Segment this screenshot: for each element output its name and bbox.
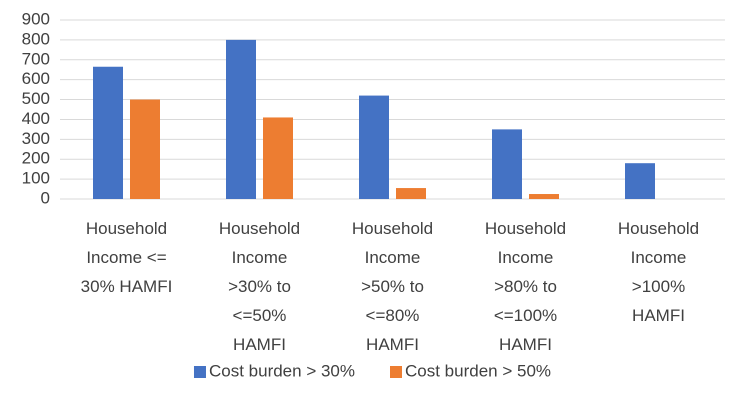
- x-tick-label-line: Income: [365, 248, 421, 267]
- bar: [359, 95, 389, 199]
- x-tick-label-line: <=100%: [494, 306, 557, 325]
- bar: [396, 188, 426, 199]
- x-tick-label: Household Income >80% to <=100% HAMFI: [485, 219, 566, 354]
- y-tick-label: 600: [22, 69, 50, 88]
- bar: [263, 117, 293, 199]
- y-tick-label: 900: [22, 9, 50, 28]
- x-tick-label-line: >50% to: [361, 277, 424, 296]
- x-tick-label-line: HAMFI: [366, 335, 419, 354]
- legend-swatch: [193, 366, 206, 378]
- y-tick-label: 100: [22, 169, 50, 188]
- x-tick-label-line: Income <=: [86, 248, 166, 267]
- bar: [492, 129, 522, 199]
- x-tick-label-line: <=80%: [366, 306, 420, 325]
- bar: [130, 99, 160, 199]
- x-tick-label-line: >100%: [632, 277, 685, 296]
- x-tick-label-line: >80% to: [494, 277, 557, 296]
- x-tick-label-line: <=50%: [233, 306, 287, 325]
- x-tick-label-line: Income: [631, 248, 687, 267]
- bar: [93, 66, 123, 199]
- legend: Cost burden > 30% Cost burden > 50%: [193, 361, 551, 380]
- x-tick-label: Household Income >30% to <=50% HAMFI: [219, 219, 300, 354]
- x-tick-label-line: 30% HAMFI: [81, 277, 173, 296]
- y-tick-label: 800: [22, 29, 50, 48]
- bar: [529, 194, 559, 199]
- x-tick-label-line: Household: [618, 219, 699, 238]
- legend-swatch: [390, 366, 402, 378]
- y-tick-label: 400: [22, 109, 50, 128]
- bar: [625, 163, 655, 199]
- x-tick-label: Household Income >100% HAMFI: [618, 219, 699, 325]
- x-tick-label-line: Income: [498, 248, 554, 267]
- y-tick-label: 700: [22, 49, 50, 68]
- x-tick-label-line: Household: [485, 219, 566, 238]
- x-tick-label: Household Income <= 30% HAMFI: [81, 219, 173, 296]
- y-tick-label: 200: [22, 149, 50, 168]
- bar: [226, 39, 256, 200]
- legend-label: Cost burden > 50%: [405, 361, 551, 380]
- x-tick-label-line: Income: [232, 248, 288, 267]
- x-tick-label-line: >30% to: [228, 277, 291, 296]
- x-tick-label-line: HAMFI: [632, 306, 685, 325]
- y-tick-label: 0: [41, 188, 50, 207]
- y-tick-label: 300: [22, 129, 50, 148]
- x-tick-label-line: HAMFI: [233, 335, 286, 354]
- x-tick-label-line: Household: [86, 219, 167, 238]
- x-tick-label-line: Household: [219, 219, 300, 238]
- x-tick-label: Household Income >50% to <=80% HAMFI: [352, 219, 433, 354]
- x-tick-label-line: HAMFI: [499, 335, 552, 354]
- y-tick-label: 500: [22, 89, 50, 108]
- legend-label: Cost burden > 30%: [209, 361, 355, 380]
- x-tick-label-line: Household: [352, 219, 433, 238]
